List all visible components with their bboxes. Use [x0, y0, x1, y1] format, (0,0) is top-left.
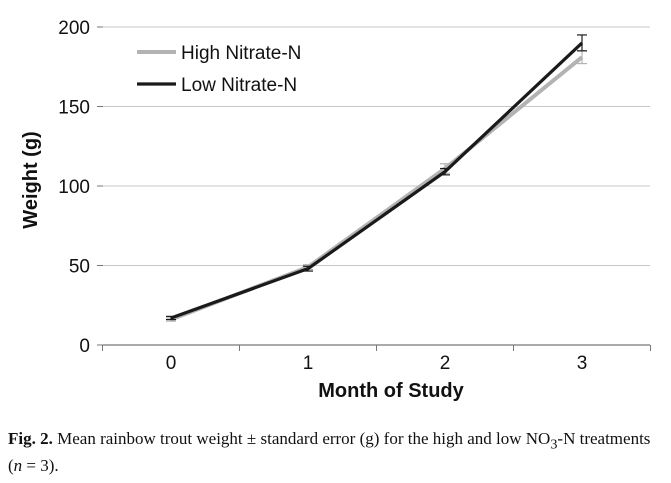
y-axis-title: Weight (g) [20, 131, 42, 228]
x-axis-ticks: 0 1 2 3 [102, 345, 651, 374]
series-layer [166, 34, 587, 322]
series-1 [166, 34, 587, 321]
legend: High Nitrate-N Low Nitrate-N [137, 43, 301, 96]
y-axis-ticks: 0 50 100 150 200 [58, 18, 103, 357]
caption-text-after: -N treatments ( [8, 429, 651, 476]
caption-subscript: 3 [550, 436, 558, 453]
figure-caption: Fig. 2. Mean rainbow trout weight ± stan… [8, 428, 668, 477]
caption-text-end: = 3). [22, 456, 59, 476]
caption-text: Mean rainbow trout weight ± standard err… [52, 429, 551, 448]
legend-label: High Nitrate-N [181, 43, 301, 64]
caption-label: Fig. 2. [8, 429, 53, 448]
x-tick-label: 0 [166, 353, 177, 374]
caption-n: n [13, 456, 23, 476]
series-line [170, 41, 584, 320]
grid-lines [103, 26, 650, 266]
y-tick-label: 0 [79, 336, 90, 357]
y-tick-label: 50 [69, 257, 90, 278]
y-tick-label: 100 [58, 177, 90, 198]
x-tick-label: 3 [577, 353, 588, 374]
line-chart: 0 1 2 3 0 50 100 150 200 High Nitrate-N Low Nitr… [20, 18, 651, 402]
series-line [170, 55, 584, 322]
y-tick-label: 150 [58, 98, 90, 119]
x-tick-label: 2 [440, 353, 451, 374]
x-axis-title: Month of Study [318, 380, 464, 402]
legend-label: Low Nitrate-N [181, 75, 297, 96]
x-tick-label: 1 [303, 353, 314, 374]
y-tick-label: 200 [58, 18, 90, 39]
